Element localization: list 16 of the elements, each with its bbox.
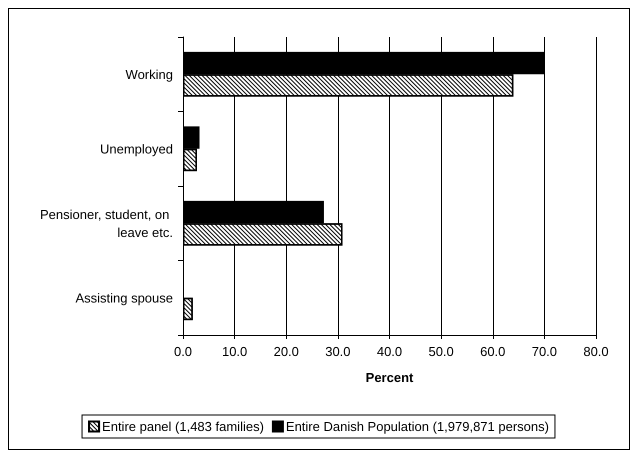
y-tick-label: Pensioner, student, on leave etc.: [40, 206, 173, 240]
x-tick-label: 0.0: [174, 344, 192, 359]
y-tick-label: Unemployed: [100, 141, 173, 156]
x-tick-label: 10.0: [222, 344, 248, 359]
x-tick-label: 30.0: [325, 344, 351, 359]
y-tick-label: Working: [126, 66, 173, 82]
legend-label: Entire Danish Population (1,979,871 persons): [286, 419, 549, 434]
y-tick-label: Assisting spouse: [75, 290, 173, 306]
x-tick-label: 20.0: [274, 344, 299, 359]
x-tick-label: 40.0: [376, 344, 402, 359]
x-tick-label: 50.0: [428, 344, 454, 359]
x-axis-title: Percent: [366, 370, 414, 385]
x-tick-label: 80.0: [583, 344, 609, 359]
x-tick-label: 60.0: [480, 344, 506, 359]
x-tick-label: 70.0: [532, 344, 558, 359]
legend-label: Entire panel (1,483 families): [102, 419, 264, 434]
